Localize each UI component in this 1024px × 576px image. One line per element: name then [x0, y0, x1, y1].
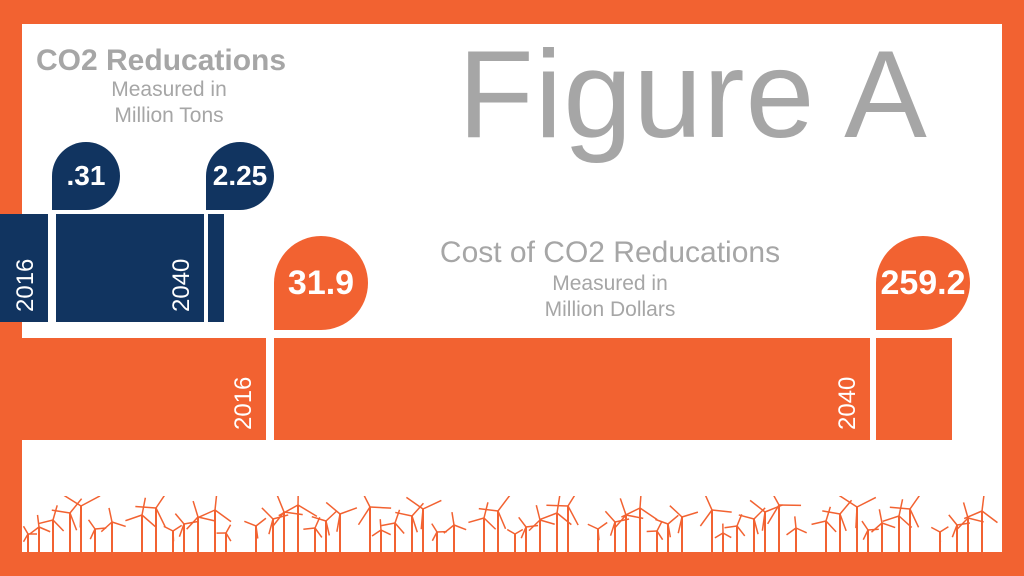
wind-turbine-icon: [767, 496, 802, 554]
wind-turbine-icon: [613, 498, 644, 554]
cost-chart-subtitle-line2: Million Dollars: [544, 298, 676, 321]
wind-turbine-icon: [216, 524, 232, 554]
category-label-2016: 2016: [230, 376, 257, 430]
wind-turbine-icon: [186, 500, 215, 554]
wind-turbine-icon: [196, 496, 232, 554]
wind-turbine-icon: [861, 520, 879, 554]
wind-turbine-icon: [174, 513, 198, 554]
value-label-2016: 31.9: [274, 236, 368, 330]
wind-turbine-icon: [786, 516, 807, 554]
wind-turbine-icon: [587, 521, 608, 554]
co2-chart-title: CO2 Reducations: [36, 44, 287, 77]
wind-turbine-icon: [357, 496, 392, 554]
wind-turbines-strip: [22, 496, 998, 554]
wind-turbine-icon: [539, 496, 572, 554]
wind-turbine-icon: [699, 496, 732, 554]
value-label-2040: 2.25: [206, 142, 274, 210]
wind-turbine-icon: [870, 509, 896, 554]
wind-turbine-icon: [163, 524, 183, 554]
wind-turbine-icon: [87, 519, 107, 554]
cost-chart-subtitle-line1: Measured in: [552, 272, 668, 295]
wind-turbine-icon: [506, 528, 524, 554]
value-label-2016: .31: [52, 142, 120, 210]
wind-turbine-icon: [381, 509, 405, 554]
wind-turbine-icon: [311, 510, 338, 554]
wind-turbine-icon: [956, 502, 984, 554]
cost-chart-title: Cost of CO2 Reducations: [439, 236, 781, 269]
bar-2040-co2: [56, 214, 204, 322]
wind-turbine-icon: [738, 507, 766, 554]
wind-turbine-icon: [669, 505, 699, 554]
bar-2016-cost: [0, 338, 266, 440]
category-label-2040: 2040: [168, 258, 195, 312]
wind-turbine-icon: [822, 499, 853, 554]
bar-2040-cost: [274, 338, 870, 440]
figure-title: Figure A: [458, 26, 928, 164]
wind-turbine-icon: [244, 517, 267, 554]
wind-turbine-icon: [63, 496, 101, 554]
category-label-2016: 2016: [12, 258, 39, 312]
wind-turbine-icon: [646, 521, 664, 554]
wind-turbine-icon: [948, 514, 971, 554]
wind-turbine-icon: [395, 502, 424, 554]
wind-turbine-icon: [405, 496, 442, 554]
wind-turbine-icon: [431, 523, 447, 554]
wind-turbine-icon: [714, 523, 732, 554]
wind-turbine-icon: [546, 496, 579, 554]
wind-turbine-icon: [963, 496, 998, 554]
wind-turbine-icon: [443, 511, 467, 554]
wind-turbine-icon: [621, 496, 658, 554]
wind-turbine-icon: [371, 519, 392, 554]
wind-turbine-icon: [811, 506, 837, 554]
wind-turbine-icon: [100, 507, 126, 554]
wind-turbine-icon: [278, 496, 318, 554]
bar-end-cap: [208, 214, 224, 322]
wind-turbine-icon: [528, 504, 555, 554]
wind-turbine-icon: [325, 501, 358, 554]
bar-2016-co2: [0, 214, 48, 322]
wind-turbine-icon: [303, 517, 323, 554]
wind-turbine-icon: [125, 497, 156, 554]
wind-turbine-icon: [518, 516, 539, 554]
bar-end-cap: [876, 338, 952, 440]
wind-turbine-icon: [889, 496, 921, 554]
co2-chart-subtitle-line1: Measured in: [111, 78, 227, 101]
category-label-2040: 2040: [834, 376, 861, 430]
wind-turbine-icon: [37, 505, 65, 554]
wind-turbine-icon: [838, 496, 877, 554]
value-label-2040: 259.2: [876, 236, 970, 330]
wind-turbine-icon: [655, 514, 679, 554]
co2-chart-subtitle-line2: Million Tons: [114, 104, 224, 127]
wind-turbine-icon: [51, 498, 83, 554]
wind-turbine-icon: [28, 514, 51, 554]
wind-turbine-icon: [930, 526, 949, 554]
wind-turbine-icon: [724, 514, 746, 554]
wind-turbine-icon: [478, 496, 511, 554]
wind-turbine-icon: [135, 496, 166, 554]
